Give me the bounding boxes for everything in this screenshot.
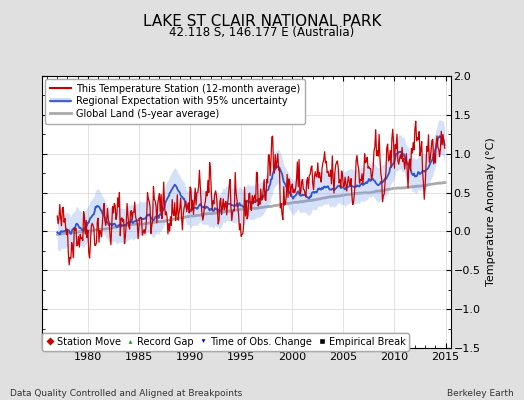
Text: Data Quality Controlled and Aligned at Breakpoints: Data Quality Controlled and Aligned at B… bbox=[10, 389, 243, 398]
Text: Berkeley Earth: Berkeley Earth bbox=[447, 389, 514, 398]
Text: 42.118 S, 146.177 E (Australia): 42.118 S, 146.177 E (Australia) bbox=[169, 26, 355, 39]
Y-axis label: Temperature Anomaly (°C): Temperature Anomaly (°C) bbox=[486, 138, 496, 286]
Legend: Station Move, Record Gap, Time of Obs. Change, Empirical Break: Station Move, Record Gap, Time of Obs. C… bbox=[42, 333, 409, 351]
Text: LAKE ST CLAIR NATIONAL PARK: LAKE ST CLAIR NATIONAL PARK bbox=[143, 14, 381, 29]
